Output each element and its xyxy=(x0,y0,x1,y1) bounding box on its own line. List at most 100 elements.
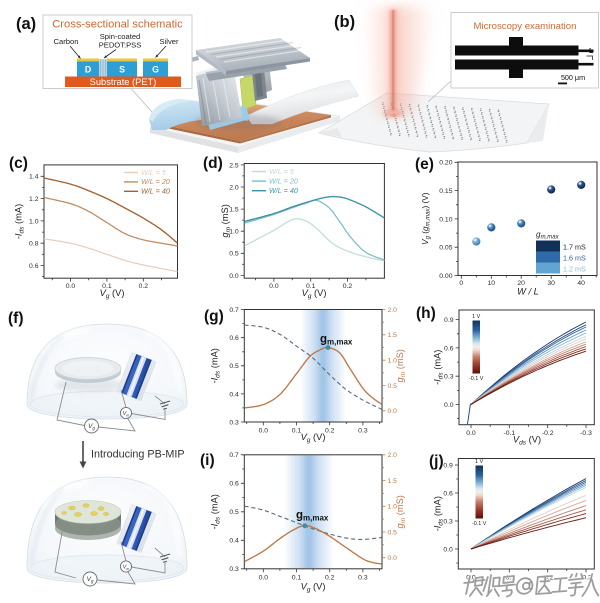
svg-text:0.2: 0.2 xyxy=(325,428,335,435)
svg-text:D: D xyxy=(85,65,91,75)
svg-text:(h): (h) xyxy=(416,305,436,322)
svg-text:0.0: 0.0 xyxy=(66,283,76,290)
svg-text:2.0: 2.0 xyxy=(388,452,398,459)
svg-text:0.1: 0.1 xyxy=(102,283,112,290)
svg-text:1.7 mS: 1.7 mS xyxy=(563,243,586,252)
svg-text:Substrate (PET): Substrate (PET) xyxy=(90,77,157,87)
svg-text:20: 20 xyxy=(517,280,525,287)
svg-text:0.3: 0.3 xyxy=(443,518,453,525)
svg-text:0.5: 0.5 xyxy=(229,251,239,258)
svg-text:2.0: 2.0 xyxy=(229,184,239,191)
svg-text:1.5: 1.5 xyxy=(229,207,239,214)
svg-text:gm (mS): gm (mS) xyxy=(395,349,407,382)
svg-text:-Ids (mA): -Ids (mA) xyxy=(433,496,445,531)
svg-text:gm,max: gm,max xyxy=(536,230,560,241)
svg-text:0.0: 0.0 xyxy=(388,408,398,415)
svg-text:Spin-coated: Spin-coated xyxy=(100,32,141,41)
svg-text:0.5: 0.5 xyxy=(229,509,239,516)
svg-text:0.9: 0.9 xyxy=(444,317,454,324)
svg-text:-0.1 V: -0.1 V xyxy=(472,521,487,527)
svg-text:0.5: 0.5 xyxy=(388,529,398,536)
svg-text:0.15: 0.15 xyxy=(439,188,452,195)
svg-text:-0.3: -0.3 xyxy=(580,575,592,582)
svg-text:W/L = 5: W/L = 5 xyxy=(141,168,167,177)
svg-text:Silver: Silver xyxy=(160,37,179,46)
svg-text:W / L: W / L xyxy=(517,287,539,297)
svg-text:-0.1: -0.1 xyxy=(503,430,515,437)
svg-text:0.9: 0.9 xyxy=(443,462,453,469)
svg-text:0.5: 0.5 xyxy=(229,363,239,370)
svg-text:1 V: 1 V xyxy=(475,459,483,465)
svg-text:0.6: 0.6 xyxy=(229,335,239,342)
svg-text:Vg (V): Vg (V) xyxy=(301,432,326,444)
svg-text:(c): (c) xyxy=(9,155,28,172)
svg-text:0.0: 0.0 xyxy=(466,575,476,582)
svg-text:0.0: 0.0 xyxy=(259,574,269,581)
svg-text:Cross-sectional schematic: Cross-sectional schematic xyxy=(52,19,183,31)
svg-text:10: 10 xyxy=(488,280,496,287)
svg-text:0.3: 0.3 xyxy=(229,419,239,426)
svg-text:0.05: 0.05 xyxy=(439,245,452,252)
svg-text:0.6: 0.6 xyxy=(444,345,454,352)
svg-text:gm (mS): gm (mS) xyxy=(395,495,407,528)
svg-text:-0.3: -0.3 xyxy=(580,430,592,437)
svg-text:0.0: 0.0 xyxy=(466,430,476,437)
svg-text:2.0: 2.0 xyxy=(388,307,398,314)
svg-text:W/L = 20: W/L = 20 xyxy=(269,176,298,185)
svg-text:PEDOT:PSS: PEDOT:PSS xyxy=(99,41,142,50)
svg-text:0.0: 0.0 xyxy=(444,402,454,409)
svg-text:-0.1 V: -0.1 V xyxy=(469,376,484,382)
svg-text:L: L xyxy=(589,46,594,55)
svg-text:0.4: 0.4 xyxy=(229,391,239,398)
svg-text:0.0: 0.0 xyxy=(388,555,398,562)
svg-text:(b): (b) xyxy=(334,13,355,31)
svg-text:0.0: 0.0 xyxy=(443,546,453,553)
svg-text:500 μm: 500 μm xyxy=(561,73,585,82)
svg-text:-Ids (mA): -Ids (mA) xyxy=(210,494,222,529)
svg-text:0.3: 0.3 xyxy=(444,374,454,381)
svg-text:W/L = 40: W/L = 40 xyxy=(141,187,170,196)
svg-text:0.00: 0.00 xyxy=(439,273,452,280)
svg-text:-Ids (mA): -Ids (mA) xyxy=(14,204,26,239)
svg-text:W/L = 5: W/L = 5 xyxy=(269,167,295,176)
svg-text:0.3: 0.3 xyxy=(358,574,368,581)
svg-text:1.2 mS: 1.2 mS xyxy=(563,265,586,274)
svg-text:-Ids (mA): -Ids (mA) xyxy=(210,348,222,383)
svg-text:1.5: 1.5 xyxy=(388,478,398,485)
svg-text:(f): (f) xyxy=(8,310,24,327)
svg-text:0.3: 0.3 xyxy=(229,566,239,573)
svg-text:0.2: 0.2 xyxy=(325,574,335,581)
svg-text:0.0: 0.0 xyxy=(269,283,279,290)
svg-text:0.8: 0.8 xyxy=(29,241,39,248)
svg-text:Vg (V): Vg (V) xyxy=(302,288,327,300)
svg-text:0.0: 0.0 xyxy=(259,428,269,435)
svg-text:0.3: 0.3 xyxy=(358,428,368,435)
svg-text:1.0: 1.0 xyxy=(388,358,398,365)
svg-text:0.1: 0.1 xyxy=(292,574,302,581)
svg-text:(d): (d) xyxy=(203,155,223,172)
svg-text:0.0: 0.0 xyxy=(229,273,239,280)
svg-text:0.1: 0.1 xyxy=(306,283,316,290)
svg-text:0.2: 0.2 xyxy=(343,283,353,290)
svg-text:1.5: 1.5 xyxy=(388,332,398,339)
svg-text:Vg (V): Vg (V) xyxy=(100,288,125,300)
svg-text:Carbon: Carbon xyxy=(54,37,79,46)
svg-text:Introducing PB-MIP: Introducing PB-MIP xyxy=(91,449,185,461)
svg-text:Vg: Vg xyxy=(87,576,94,583)
svg-text:Microscopy examination: Microscopy examination xyxy=(474,21,577,32)
svg-text:gm,max: gm,max xyxy=(320,334,353,347)
svg-text:0.10: 0.10 xyxy=(439,216,452,223)
svg-text:S: S xyxy=(119,65,125,75)
svg-text:gm (mS): gm (mS) xyxy=(220,204,232,237)
svg-text:Vm: Vm xyxy=(123,411,129,417)
svg-text:0.20: 0.20 xyxy=(439,160,452,167)
svg-text:0.1: 0.1 xyxy=(292,428,302,435)
svg-text:0.6: 0.6 xyxy=(443,490,453,497)
svg-text:W/L = 20: W/L = 20 xyxy=(141,177,170,186)
svg-text:1 V: 1 V xyxy=(472,314,480,320)
svg-text:1.6 mS: 1.6 mS xyxy=(563,254,586,263)
svg-text:30: 30 xyxy=(547,280,555,287)
svg-text:1.4: 1.4 xyxy=(29,174,39,181)
svg-text:(g): (g) xyxy=(204,308,224,325)
svg-text:1.0: 1.0 xyxy=(29,218,39,225)
